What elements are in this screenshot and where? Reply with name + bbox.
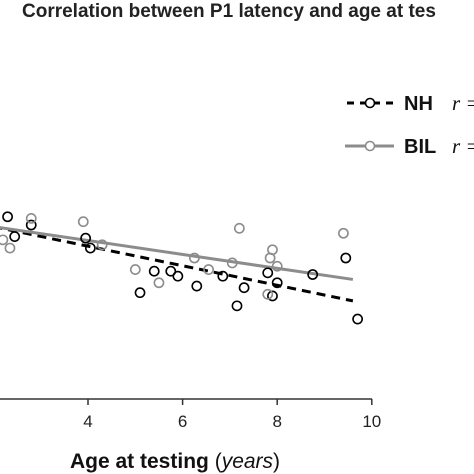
point-bil-1 [4, 242, 16, 254]
x-tick-label-10: 10 [362, 412, 381, 431]
legend-item-bil: BIL r = [345, 134, 474, 158]
point-bil-3 [77, 216, 89, 228]
point-bil-4 [96, 239, 108, 251]
point-bil-10 [233, 222, 245, 234]
point-nh-11 [217, 270, 229, 282]
point-nh-16 [271, 277, 283, 289]
point-bil-9 [226, 257, 238, 269]
point-nh-6 [134, 287, 146, 299]
point-bil-15 [338, 227, 349, 239]
point-nh-8 [165, 265, 177, 277]
point-nh-12 [231, 300, 243, 312]
point-nh-13 [238, 282, 250, 294]
legend-r-nh: r = [452, 91, 474, 115]
x-tick-label-4: 4 [83, 412, 92, 431]
legend-item-nh: NH r = [347, 91, 474, 115]
point-bil-5 [129, 264, 141, 275]
point-bil-8 [203, 264, 215, 275]
x-axis-title-main: Age at testing [70, 450, 215, 473]
point-nh-19 [352, 313, 364, 325]
point-bil-14 [271, 260, 283, 272]
point-bil-6 [153, 277, 165, 289]
point-nh-5 [84, 242, 96, 254]
point-nh-15 [267, 290, 278, 302]
x-axis-title-unit-close: ) [273, 450, 280, 473]
point-nh-10 [191, 280, 203, 292]
x-axis-title-unit-open: ( [215, 450, 222, 473]
x-tick-label-8: 8 [272, 412, 281, 431]
point-nh-17 [307, 269, 319, 280]
legend-label-bil: BIL [404, 136, 436, 158]
point-nh-1 [2, 211, 13, 223]
legend-marker-nh [364, 97, 376, 109]
x-axis-ticks: 4 6 8 10 [83, 399, 381, 431]
legend: NH r = BIL r = [345, 91, 474, 158]
point-nh-18 [340, 252, 352, 264]
point-bil-2 [25, 212, 37, 224]
point-nh-9 [172, 270, 184, 282]
legend-r-bil: r = [452, 134, 474, 158]
trend-line-bil [0, 226, 354, 281]
point-bil-13 [267, 244, 278, 256]
trend-line-nh [0, 226, 354, 303]
point-nh-4 [80, 232, 92, 244]
point-bil-0 [0, 234, 9, 246]
point-nh-14 [262, 267, 274, 279]
chart-title: Correlation between P1 latency and age a… [22, 1, 436, 22]
point-nh-3 [25, 219, 37, 231]
point-bil-7 [189, 252, 200, 264]
legend-marker-bil [364, 140, 376, 152]
point-nh-7 [148, 265, 160, 277]
x-axis-title-unit: years [220, 450, 274, 473]
point-bil-11 [262, 288, 274, 300]
plot-area [0, 211, 364, 325]
point-nh-2 [9, 231, 21, 242]
x-tick-label-6: 6 [178, 412, 187, 431]
legend-label-nh: NH [404, 93, 433, 115]
x-axis-title: Age at testing (years) [70, 450, 280, 473]
